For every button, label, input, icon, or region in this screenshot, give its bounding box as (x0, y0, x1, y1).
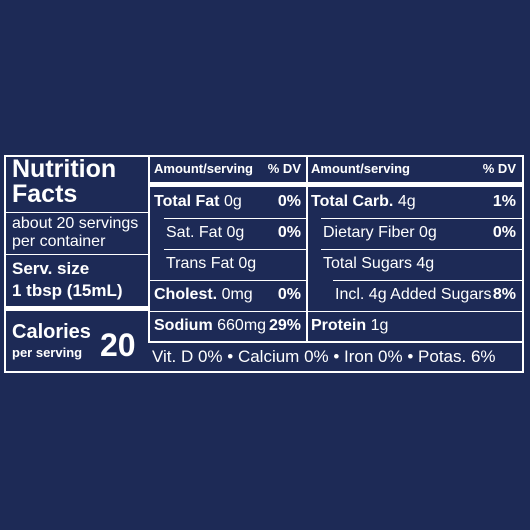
servings: about 20 servings per container (12, 215, 139, 250)
header-bar (307, 182, 522, 187)
nutrient-dv: 0% (277, 224, 301, 241)
row: Cholest. 0mg (154, 286, 253, 304)
nutrition-label: Nutrition Facts about 20 servings per co… (4, 155, 524, 373)
row-divider (321, 218, 522, 219)
nutrient-amount: 0mg (221, 286, 253, 303)
calories: 20 (100, 327, 136, 363)
nutrient-amount: 4g (416, 255, 435, 272)
row: Sodium 660mg (154, 317, 266, 335)
header-dv: % DV (267, 161, 301, 176)
row: Trans Fat 0g (166, 255, 256, 273)
serving-size: 1 tbsp (15mL) (12, 281, 123, 300)
nutrient-name: Total Carb. (311, 193, 394, 210)
nutrient-dv: 0% (277, 193, 301, 210)
serving-size-label: Serv. size (12, 259, 90, 278)
row-divider (164, 218, 307, 219)
nutrient-dv: 0% (492, 224, 516, 241)
divider (6, 306, 148, 311)
title: Nutrition Facts (12, 155, 117, 208)
divider (6, 254, 148, 255)
header-bar (150, 182, 307, 187)
calories-label: Calories (12, 321, 91, 343)
header-dv: % DV (482, 161, 516, 176)
row: Incl. 4g Added Sugars (335, 286, 492, 304)
nutrient-dv: 29% (268, 317, 301, 334)
row: Protein 1g (311, 317, 388, 335)
nutrient-dv: 8% (492, 286, 516, 303)
nutrient-name: Trans Fat (166, 255, 234, 272)
nutrient-name: Sat. Fat (166, 224, 223, 241)
nutrient-name: Total Fat (154, 193, 220, 210)
nutrient-dv: 1% (492, 193, 516, 210)
nutrient-amount: 660mg (217, 317, 267, 334)
row: Dietary Fiber 0g (323, 224, 437, 242)
row-divider (307, 311, 522, 312)
nutrient-name: Protein (311, 317, 367, 334)
nutrient-name: Cholest. (154, 286, 218, 303)
nutrient-amount: 0g (238, 255, 257, 272)
header-amount: Amount/serving (311, 161, 410, 176)
nutrient-name: Sodium (154, 317, 213, 334)
row: Total Fat 0g (154, 193, 242, 211)
footer-divider (148, 341, 522, 343)
nutrient-amount: 1g (370, 317, 389, 334)
divider (6, 212, 148, 213)
row: Total Carb. 4g (311, 193, 416, 211)
nutrient-amount: 0g (419, 224, 437, 241)
column-divider (306, 157, 308, 341)
row: Total Sugars 4g (323, 255, 434, 273)
row-divider (333, 280, 522, 281)
calories-sub: per serving (12, 345, 83, 360)
nutrient-name: Incl. 4g Added Sugars (335, 286, 492, 303)
nutrient-amount: 0g (223, 193, 242, 210)
row-divider (164, 249, 307, 250)
nutrient-name: Dietary Fiber (323, 224, 415, 241)
header-amount: Amount/serving (154, 161, 253, 176)
nutrient-amount: 0g (226, 224, 245, 241)
panel-divider (148, 157, 150, 341)
nutrient-dv: 0% (277, 286, 301, 303)
row-divider (150, 311, 307, 312)
row: Sat. Fat 0g (166, 224, 244, 242)
row-divider (321, 249, 522, 250)
row-divider (150, 280, 307, 281)
nutrient-amount: 4g (397, 193, 416, 210)
vitamins: Vit. D 0% • Calcium 0% • Iron 0% • Potas… (152, 347, 496, 366)
nutrient-name: Total Sugars (323, 255, 412, 272)
